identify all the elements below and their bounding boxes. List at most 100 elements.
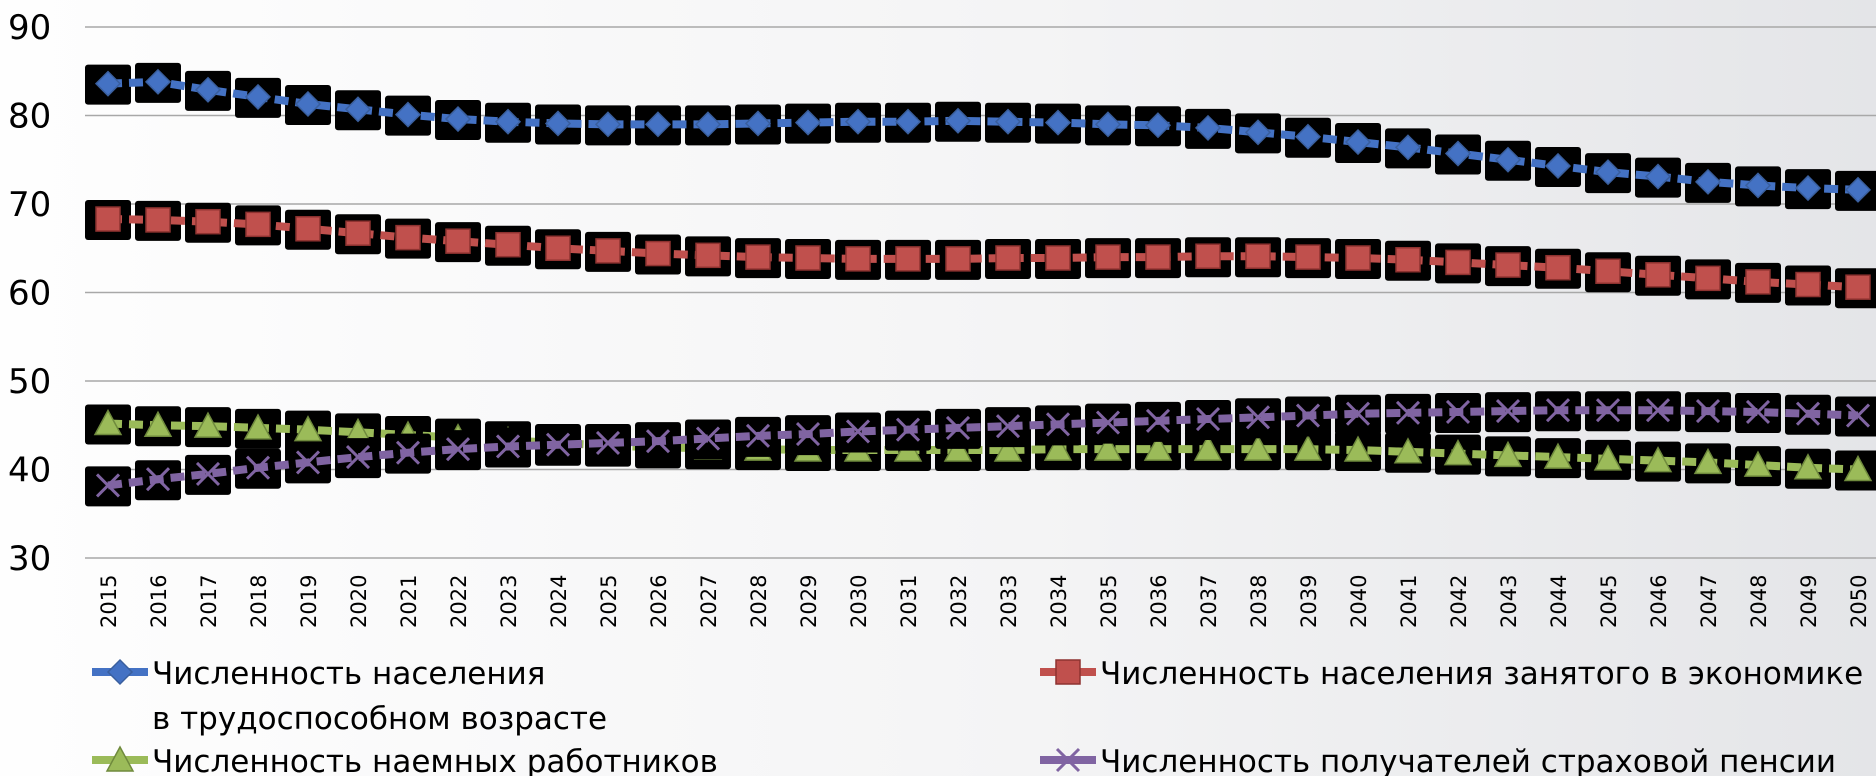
data-point <box>995 245 1021 271</box>
x-tick-label: 2017 <box>197 575 221 628</box>
data-point <box>1094 111 1122 138</box>
data-point <box>1695 399 1721 424</box>
data-point <box>195 461 221 486</box>
data-point <box>1694 168 1722 195</box>
x-tick-label: 2046 <box>1647 575 1671 628</box>
x-tick-label: 2050 <box>1847 575 1871 628</box>
data-point <box>1644 163 1672 190</box>
data-point <box>1393 437 1423 464</box>
data-point <box>1344 128 1372 156</box>
y-tick-label: 40 <box>8 451 51 491</box>
data-point <box>1445 399 1471 425</box>
data-point <box>1645 262 1671 288</box>
legend-entry-2: Численность населения занятого в экономи… <box>1040 656 1863 692</box>
data-point <box>595 430 621 456</box>
data-point <box>1645 398 1671 423</box>
data-point <box>1345 401 1371 426</box>
data-point <box>1244 119 1272 146</box>
data-point <box>645 429 671 454</box>
data-point <box>1295 403 1321 428</box>
x-tick-label: 2020 <box>347 575 371 628</box>
data-point <box>1343 435 1373 462</box>
x-tick-label: 2026 <box>647 575 671 628</box>
data-point <box>1545 398 1571 423</box>
data-point <box>1594 159 1622 186</box>
x-tick-label: 2022 <box>447 575 471 628</box>
x-tick-label: 2040 <box>1347 575 1371 628</box>
data-point <box>1394 134 1422 161</box>
data-point <box>1845 274 1871 300</box>
data-point <box>395 224 421 251</box>
data-point <box>1794 175 1822 202</box>
data-point <box>1245 243 1271 269</box>
data-point <box>1194 114 1222 141</box>
data-point <box>1843 454 1873 482</box>
data-point <box>293 415 323 442</box>
series-1 <box>85 62 1876 211</box>
legend-marker <box>1055 659 1081 685</box>
data-point <box>1695 265 1721 292</box>
x-tick-label: 2036 <box>1147 575 1171 628</box>
data-point <box>944 107 972 134</box>
data-point <box>594 111 622 138</box>
data-point <box>1495 252 1521 278</box>
data-point <box>295 216 321 242</box>
data-point <box>1045 245 1071 271</box>
data-point <box>193 411 223 438</box>
x-tick-label: 2027 <box>697 575 721 628</box>
data-point <box>993 435 1023 462</box>
data-point <box>495 231 521 258</box>
x-tick-label: 2023 <box>497 575 521 628</box>
data-point <box>1143 434 1173 461</box>
data-point <box>1543 442 1573 469</box>
data-point <box>895 246 921 272</box>
x-tick-label: 2032 <box>947 575 971 628</box>
x-tick-label: 2045 <box>1597 575 1621 628</box>
data-point <box>795 245 821 271</box>
data-point <box>945 246 971 272</box>
data-point <box>1844 176 1872 203</box>
data-point <box>1595 258 1621 285</box>
data-point <box>1745 269 1771 295</box>
x-axis: 2015 2016 2017 2018 2019 2020 2021 2022 2023 2024… <box>97 575 1871 628</box>
data-point <box>695 242 721 269</box>
data-point <box>1293 434 1323 461</box>
y-tick-label: 50 <box>8 362 51 402</box>
data-point <box>945 415 971 440</box>
x-tick-label: 2024 <box>547 575 571 628</box>
data-point <box>994 108 1022 135</box>
data-point <box>1544 152 1572 180</box>
data-point <box>245 455 271 480</box>
data-point <box>1294 123 1322 150</box>
data-point <box>1145 244 1171 270</box>
y-tick-label: 70 <box>8 185 51 225</box>
x-tick-label: 2042 <box>1447 575 1471 628</box>
data-point <box>95 206 121 232</box>
x-tick-label: 2044 <box>1547 575 1571 628</box>
data-point <box>1093 434 1123 461</box>
data-point <box>595 238 621 264</box>
data-point <box>1693 447 1723 475</box>
data-point <box>345 220 371 246</box>
data-point <box>295 450 321 475</box>
data-point <box>1095 410 1121 435</box>
data-point <box>1043 434 1073 461</box>
data-point <box>494 108 522 135</box>
legend: Численность населения в трудоспособном во… <box>92 656 1863 776</box>
data-point <box>645 240 671 267</box>
data-point <box>695 426 721 451</box>
data-point <box>394 101 422 128</box>
data-point <box>1195 406 1221 432</box>
legend-entry-3: Численность наемных работников <box>92 744 718 776</box>
x-tick-label: 2031 <box>897 575 921 628</box>
legend-label: Численность населения в трудоспособном во… <box>152 656 607 737</box>
data-point <box>495 434 521 459</box>
data-point <box>345 445 371 470</box>
x-tick-label: 2047 <box>1697 575 1721 628</box>
x-tick-label: 2035 <box>1097 575 1121 628</box>
data-point <box>95 473 121 498</box>
legend-entry-1: Численность населения в трудоспособном во… <box>92 656 607 737</box>
data-point <box>745 423 771 448</box>
data-point <box>845 246 871 272</box>
